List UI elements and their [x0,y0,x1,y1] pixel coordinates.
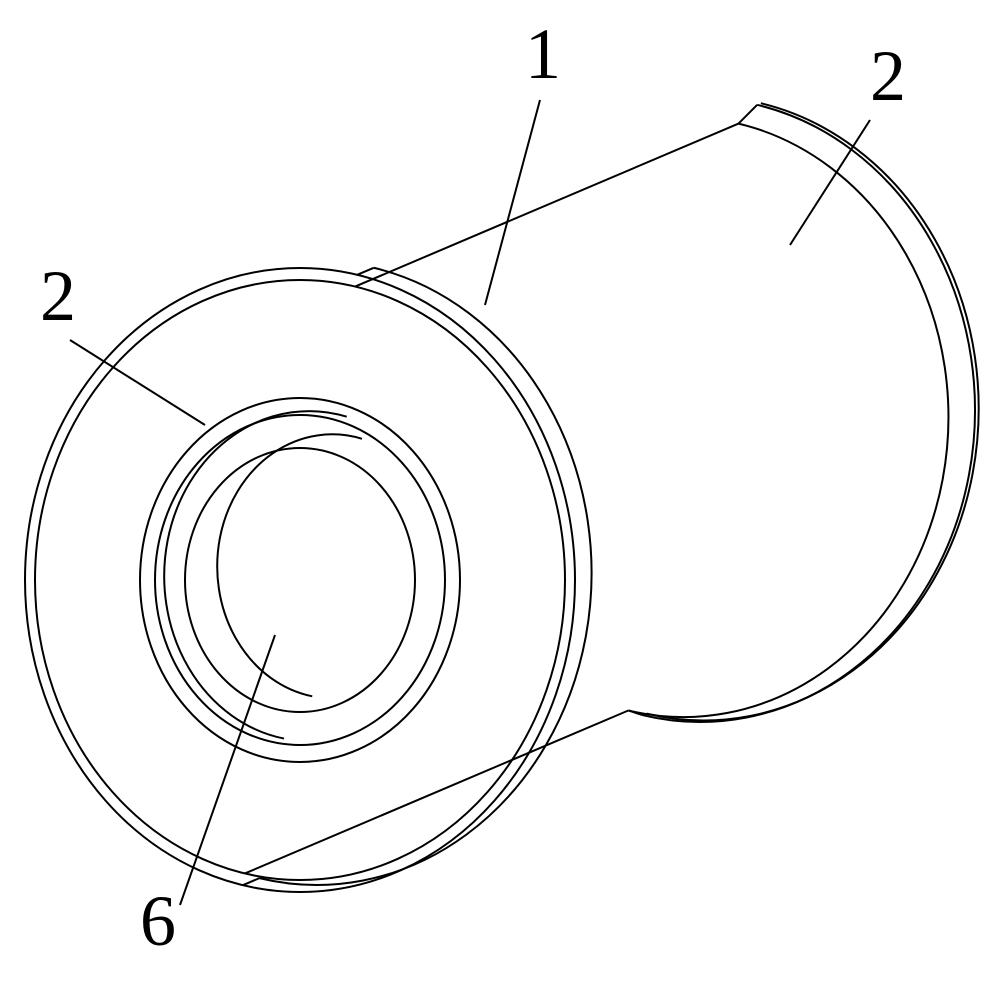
label-2-left: 2 [40,256,76,336]
label-1: 1 [525,14,561,94]
label-6: 6 [140,881,176,961]
label-2-right: 2 [870,36,906,116]
technical-drawing: 1 2 2 6 [0,0,986,1000]
